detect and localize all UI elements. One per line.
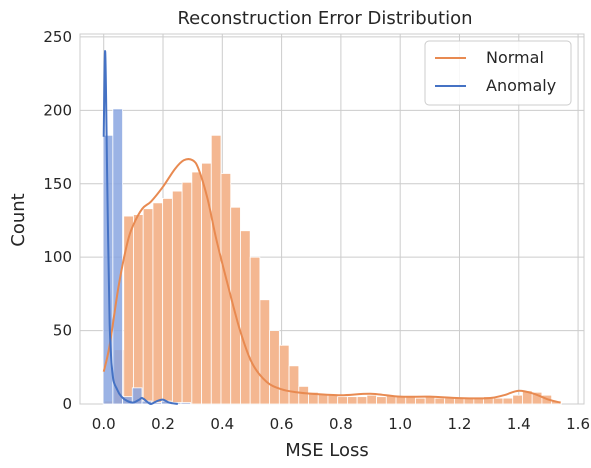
x-tick-label: 0.6 xyxy=(270,415,294,433)
x-tick-label: 1.0 xyxy=(388,415,412,433)
histogram-bar xyxy=(502,397,514,405)
histogram-bar xyxy=(180,402,192,405)
x-tick-label: 0.4 xyxy=(210,415,234,433)
x-tick-labels: 0.0 0.2 0.4 0.6 0.8 1.0 1.2 1.4 1.6 xyxy=(92,415,590,433)
histogram-bar xyxy=(512,394,523,405)
histogram-bar xyxy=(152,202,164,405)
y-tick-label: 0 xyxy=(62,395,72,413)
histogram-bar xyxy=(112,108,123,405)
x-tick-label: 0.8 xyxy=(329,415,353,433)
legend-label-anomaly: Anomaly xyxy=(486,76,556,95)
histogram-bar xyxy=(337,396,348,405)
histogram-bar xyxy=(356,396,368,405)
histogram-bar xyxy=(171,190,183,405)
histogram-bar xyxy=(131,387,143,405)
histogram-bar xyxy=(201,162,212,405)
histogram-bar xyxy=(259,299,271,405)
y-axis-title: Count xyxy=(8,193,29,246)
x-tick-label: 1.6 xyxy=(566,415,590,433)
x-tick-label: 1.2 xyxy=(448,415,472,433)
kde-line-anomaly xyxy=(102,50,178,406)
histogram-bar xyxy=(444,397,455,405)
histogram-bar xyxy=(240,230,251,405)
legend: Normal Anomaly xyxy=(424,40,572,106)
x-axis-title: MSE Loss xyxy=(285,440,369,461)
histogram-bar xyxy=(269,330,280,405)
histogram-bar xyxy=(123,215,134,405)
chart-title: Reconstruction Error Distribution xyxy=(177,8,472,29)
x-tick-label: 0.0 xyxy=(92,415,116,433)
histogram-bar xyxy=(142,208,154,405)
x-tick-label: 0.2 xyxy=(151,415,175,433)
histogram-bar xyxy=(492,397,504,405)
normal-bars xyxy=(103,134,562,405)
histogram-bar xyxy=(298,385,309,405)
histogram-bar xyxy=(347,396,358,405)
histogram-bar xyxy=(415,397,426,405)
kde-lines xyxy=(102,50,561,406)
histogram-bar xyxy=(210,134,222,405)
histogram-bar xyxy=(288,365,300,405)
y-tick-label: 200 xyxy=(43,101,72,119)
y-tick-label: 150 xyxy=(43,175,72,193)
y-tick-label: 250 xyxy=(43,28,72,46)
y-tick-labels: 0 50 100 150 200 250 xyxy=(43,28,72,413)
y-tick-label: 100 xyxy=(43,248,72,266)
histogram-bar xyxy=(191,171,202,405)
histogram-bar xyxy=(249,256,261,405)
histogram-bar xyxy=(434,397,446,405)
histogram-bar xyxy=(327,394,339,405)
histogram-bar xyxy=(162,198,173,405)
kde-line-normal xyxy=(102,158,561,404)
legend-label-normal: Normal xyxy=(486,48,544,67)
x-tick-label: 1.4 xyxy=(507,415,531,433)
histogram-bar xyxy=(366,394,377,405)
histogram-bar xyxy=(133,214,144,405)
histogram-bar xyxy=(181,181,193,405)
histogram-bar xyxy=(278,344,290,405)
y-tick-label: 50 xyxy=(53,322,72,340)
histogram-bar xyxy=(376,396,387,405)
